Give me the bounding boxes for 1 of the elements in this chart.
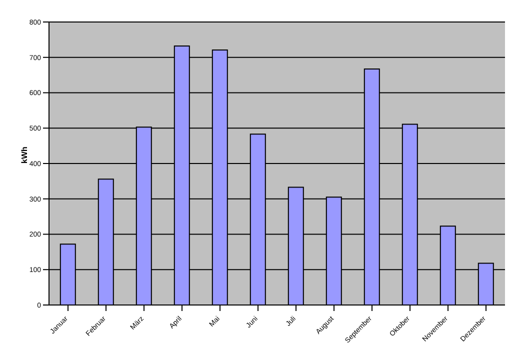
y-axis-title: kWh [20,146,29,164]
